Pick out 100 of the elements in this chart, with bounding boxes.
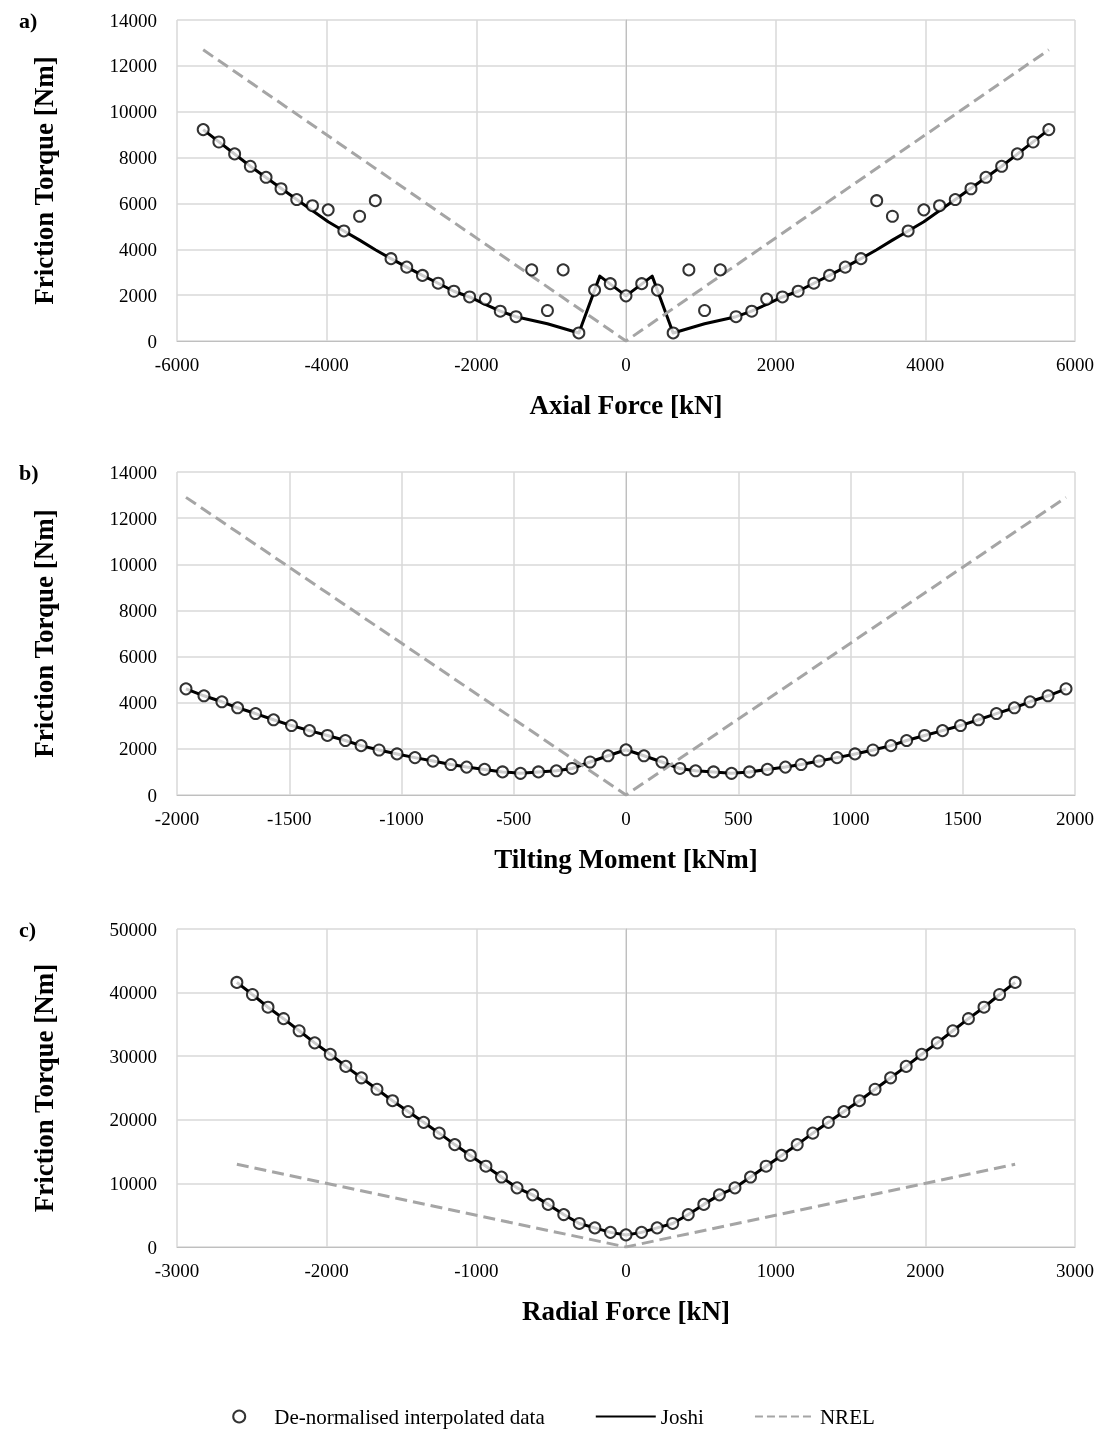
- point: [742, 765, 756, 779]
- x-tick-label: 2000: [906, 1260, 945, 1281]
- point: [619, 743, 633, 757]
- point: [531, 765, 545, 779]
- point: [650, 1221, 664, 1235]
- point: [790, 1138, 804, 1152]
- point: [463, 1148, 477, 1162]
- point: [401, 1105, 415, 1119]
- point: [390, 747, 404, 761]
- point: [479, 1159, 493, 1173]
- point: [838, 260, 852, 274]
- y-axis-title: Friction Torque [Nm]: [28, 963, 59, 1213]
- point: [354, 1071, 368, 1085]
- x-tick-label: 4000: [906, 354, 945, 375]
- point: [447, 284, 461, 298]
- point: [370, 1082, 384, 1096]
- point: [525, 263, 539, 277]
- point: [681, 1208, 695, 1222]
- x-axis-title: Tilting Moment [kNm]: [494, 843, 758, 874]
- point: [812, 754, 826, 768]
- chart-title: c): [19, 916, 37, 942]
- point: [666, 1216, 680, 1230]
- point: [541, 1197, 555, 1211]
- point: [274, 182, 288, 196]
- point: [212, 135, 226, 149]
- x-tick-label: 500: [724, 808, 753, 829]
- legend-label: NREL: [819, 1404, 875, 1429]
- point: [603, 1225, 617, 1239]
- point: [666, 326, 680, 340]
- point: [901, 224, 915, 238]
- y-tick-label: 2000: [119, 738, 157, 760]
- y-tick-label: 14000: [109, 461, 157, 483]
- point: [321, 203, 335, 217]
- point: [292, 1024, 306, 1038]
- point: [245, 988, 259, 1001]
- x-tick-label: -1000: [379, 808, 424, 829]
- point: [954, 719, 968, 733]
- point: [673, 761, 687, 775]
- point: [830, 751, 844, 765]
- point: [337, 224, 351, 238]
- x-tick-label: -2000: [454, 354, 499, 375]
- point: [635, 277, 649, 291]
- point: [432, 1126, 446, 1140]
- point: [179, 682, 193, 696]
- point: [197, 689, 211, 703]
- point: [655, 755, 669, 769]
- point: [572, 1216, 586, 1230]
- x-tick-label: 0: [621, 808, 631, 829]
- point: [759, 1159, 773, 1173]
- point: [791, 284, 805, 298]
- point: [713, 263, 727, 277]
- point: [323, 1047, 337, 1061]
- point: [494, 1170, 508, 1184]
- x-tick-label: -2000: [154, 808, 200, 829]
- x-tick-label: -3000: [154, 1260, 200, 1281]
- point: [583, 755, 597, 769]
- point: [885, 209, 899, 223]
- point: [964, 182, 978, 196]
- point: [948, 193, 962, 207]
- point: [565, 761, 579, 775]
- point: [870, 194, 884, 208]
- x-tick-label: 6000: [1056, 354, 1094, 375]
- point: [698, 304, 712, 317]
- point: [478, 762, 492, 776]
- point: [745, 304, 759, 318]
- y-axis-title: Friction Torque [Nm]: [28, 56, 59, 305]
- x-tick-label: 3000: [1056, 1260, 1094, 1281]
- point: [603, 277, 617, 291]
- point: [526, 1188, 540, 1202]
- point: [277, 1012, 291, 1026]
- point: [448, 1138, 462, 1152]
- point: [707, 765, 721, 779]
- point: [426, 754, 440, 768]
- point: [900, 734, 914, 748]
- point: [775, 290, 789, 304]
- point: [549, 764, 563, 778]
- x-tick-label: 1000: [831, 808, 870, 829]
- y-tick-label: 30000: [109, 1045, 157, 1067]
- x-tick-label: 0: [621, 354, 631, 375]
- point: [338, 734, 352, 748]
- point: [249, 707, 263, 721]
- point: [884, 1071, 898, 1085]
- point: [961, 1012, 975, 1026]
- point: [261, 1000, 275, 1014]
- point: [1007, 701, 1021, 715]
- y-tick-label: 10000: [109, 553, 157, 575]
- point: [915, 1047, 929, 1061]
- x-axis-title: Radial Force [kN]: [522, 1295, 730, 1326]
- point: [619, 289, 633, 303]
- y-tick-label: 0: [147, 1236, 157, 1258]
- point: [689, 764, 703, 778]
- point: [386, 1094, 400, 1108]
- y-tick-label: 10000: [109, 1172, 157, 1194]
- point: [540, 304, 554, 317]
- y-tick-label: 50000: [109, 918, 157, 940]
- point: [514, 766, 527, 780]
- point: [775, 1148, 789, 1162]
- point: [444, 758, 458, 772]
- point: [868, 1082, 882, 1096]
- x-tick-label: 1000: [756, 1260, 795, 1281]
